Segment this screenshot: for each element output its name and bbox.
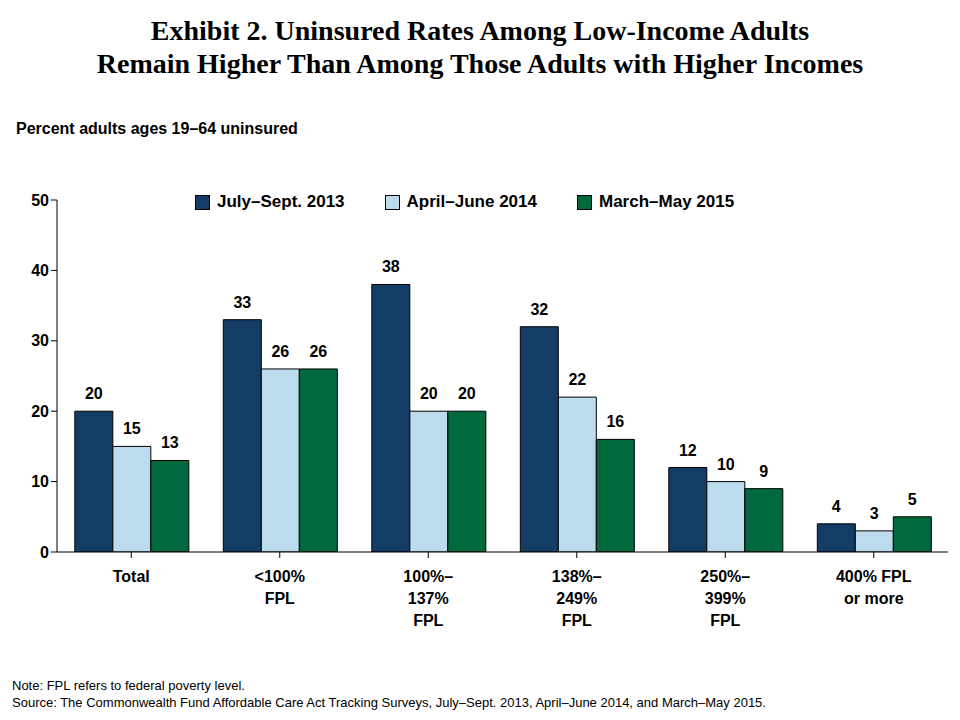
svg-text:9: 9 [759, 463, 768, 480]
svg-text:Total: Total [113, 568, 150, 585]
svg-text:15: 15 [123, 420, 141, 437]
svg-text:10: 10 [31, 473, 49, 490]
svg-text:100%–137%FPL: 100%–137%FPL [403, 568, 453, 629]
html-text:April–June 2014: April–June 2014 [406, 192, 537, 211]
svg-text:20: 20 [420, 385, 438, 402]
svg-text:13: 13 [161, 434, 179, 451]
html-text:Source: The Commonwealth Fund: Source: The Commonwealth Fund Affordable… [12, 695, 766, 710]
svg-text:32: 32 [530, 301, 548, 318]
svg-text:138%–249%FPL: 138%–249%FPL [552, 568, 602, 629]
svg-text:20: 20 [458, 385, 476, 402]
svg-text:26: 26 [271, 343, 289, 360]
svg-text:20: 20 [31, 403, 49, 420]
html-text:July–Sept. 2013: July–Sept. 2013 [217, 192, 345, 211]
svg-text:12: 12 [679, 442, 697, 459]
svg-text:50: 50 [31, 192, 49, 209]
svg-text:20: 20 [85, 385, 103, 402]
svg-text:3: 3 [870, 505, 879, 522]
svg-text:16: 16 [606, 413, 624, 430]
svg-text:33: 33 [233, 294, 251, 311]
svg-text:38: 38 [382, 258, 400, 275]
svg-text:10: 10 [717, 456, 735, 473]
html-text:Note: FPL refers to federal po: Note: FPL refers to federal poverty leve… [12, 678, 245, 693]
svg-text:4: 4 [832, 498, 841, 515]
svg-text:<100%FPL: <100%FPL [255, 568, 305, 607]
html-text:March–May 2015: March–May 2015 [599, 192, 735, 211]
svg-text:0: 0 [40, 544, 49, 561]
svg-text:26: 26 [309, 343, 327, 360]
svg-text:40: 40 [31, 262, 49, 279]
svg-text:250%–399%FPL: 250%–399%FPL [700, 568, 750, 629]
svg-text:22: 22 [568, 371, 586, 388]
svg-text:5: 5 [908, 491, 917, 508]
html-text:Percent adults ages 19–64 unin: Percent adults ages 19–64 uninsured [16, 120, 298, 137]
html-text:Exhibit 2. Uninsured Rates Amo: Exhibit 2. Uninsured Rates Among Low-Inc… [96, 15, 864, 79]
svg-text:400% FPLor more: 400% FPLor more [836, 568, 912, 607]
svg-text:30: 30 [31, 332, 49, 349]
